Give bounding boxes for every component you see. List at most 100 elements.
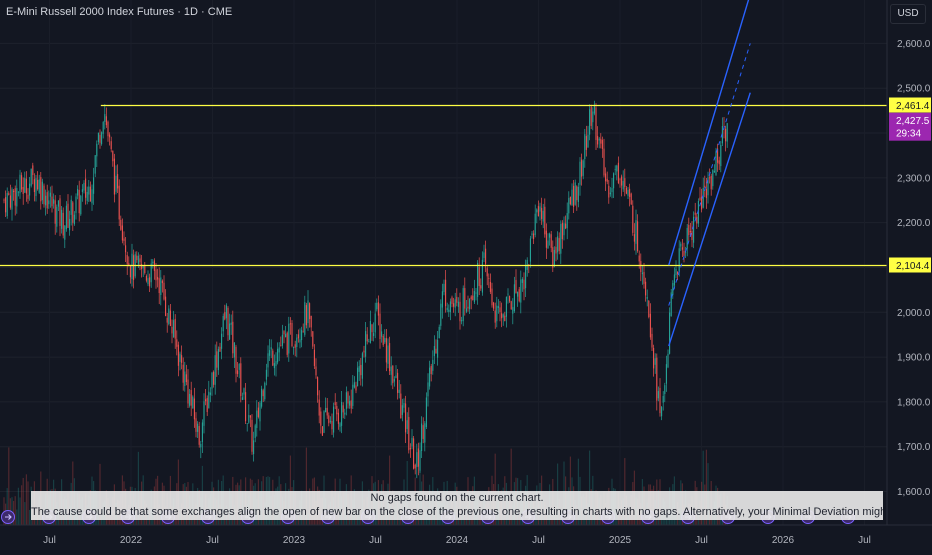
candle-body [203, 401, 205, 426]
candle-body [169, 310, 171, 327]
candle-body [694, 212, 696, 215]
candle-body [174, 318, 176, 339]
candle-body [606, 178, 608, 182]
candle-body [667, 353, 669, 368]
candle-body [678, 248, 680, 272]
volume-bar [11, 497, 13, 525]
candle-body [697, 201, 699, 224]
candle-body [339, 423, 341, 427]
candle-body [614, 169, 616, 171]
candle-body [264, 382, 266, 400]
candle-body [459, 301, 461, 322]
candle-body [85, 178, 87, 198]
candle-body [696, 216, 698, 224]
candle-body [270, 347, 272, 350]
channel-upper-line[interactable] [668, 0, 751, 266]
x-tick-label: Jul [43, 535, 56, 546]
candle-body [157, 276, 159, 280]
candle-body [475, 292, 477, 294]
candle-body [432, 359, 434, 371]
last-price-label: 2,427.5 [896, 116, 930, 127]
candle-body [56, 206, 58, 227]
candle-body [693, 216, 695, 243]
candle-body [301, 330, 303, 341]
candle-body [128, 263, 130, 266]
candle-body [545, 230, 547, 248]
x-tick-label: Jul [206, 535, 219, 546]
candle-body [230, 322, 232, 325]
candle-body [582, 160, 584, 176]
candle-body [488, 278, 490, 279]
candle-body [166, 317, 168, 323]
volume-bar [27, 481, 29, 525]
candle-body [323, 411, 325, 433]
candle-body [32, 165, 34, 175]
candle-body [611, 188, 613, 193]
channel-lower-line[interactable] [668, 92, 751, 347]
y-tick-label: 2,000.0 [897, 308, 931, 319]
candle-body [649, 313, 651, 338]
candle-body [624, 178, 626, 188]
candle-body [496, 305, 498, 322]
candle-body [430, 366, 432, 375]
candle-body [427, 382, 429, 397]
candle-body [472, 295, 474, 301]
candle-body [350, 400, 352, 409]
candle-body [62, 212, 64, 236]
candle-body [104, 114, 106, 122]
candle-body [41, 181, 43, 201]
candle-body [517, 291, 519, 297]
candle-body [163, 282, 165, 300]
candle-body [384, 337, 386, 343]
candle-body [294, 344, 296, 348]
candle-body [86, 191, 88, 201]
chart-title: E-Mini Russell 2000 Index Futures · 1D ·… [6, 6, 233, 18]
candle-body [46, 192, 48, 209]
candle-body [224, 312, 226, 320]
candle-body [168, 308, 170, 324]
currency-button[interactable]: USD [890, 4, 926, 24]
candle-body [8, 193, 10, 195]
candle-body [688, 224, 690, 236]
candle-body [440, 303, 442, 326]
candle-body [313, 349, 315, 366]
candle-body [232, 321, 234, 354]
candle-body [640, 261, 642, 273]
candle-body [357, 367, 359, 387]
channel-median-line[interactable] [668, 43, 751, 306]
y-tick-label: 2,200.0 [897, 218, 931, 229]
candle-body [446, 307, 448, 311]
candle-body [312, 331, 314, 347]
candle-body [665, 364, 667, 384]
candle-body [571, 189, 573, 206]
candle-body [441, 291, 443, 308]
candle-body [542, 210, 544, 222]
candle-body [507, 293, 509, 295]
candle-body [501, 313, 503, 319]
candle-body [429, 367, 431, 387]
candle-body [531, 233, 533, 235]
candle-body [654, 358, 656, 365]
x-tick-label: 2026 [772, 535, 795, 546]
candle-body [393, 379, 395, 382]
candle-body [120, 219, 122, 230]
candle-body [590, 106, 592, 126]
candle-body [568, 198, 570, 214]
candle-body [515, 280, 517, 294]
candle-body [280, 345, 282, 347]
volume-bar [510, 448, 512, 525]
candle-body [574, 182, 576, 205]
last-price-badge [889, 112, 931, 141]
candle-body [161, 280, 163, 284]
candle-body [592, 111, 594, 123]
candle-body [381, 331, 383, 337]
x-tick-label: Jul [695, 535, 708, 546]
candle-body [493, 302, 495, 309]
candle-body [504, 315, 506, 322]
candle-body [59, 198, 61, 226]
x-tick-label: 2024 [446, 535, 469, 546]
notice-line-1: No gaps found on the current chart. [370, 492, 544, 504]
bar-countdown-label: 29:34 [896, 129, 921, 140]
